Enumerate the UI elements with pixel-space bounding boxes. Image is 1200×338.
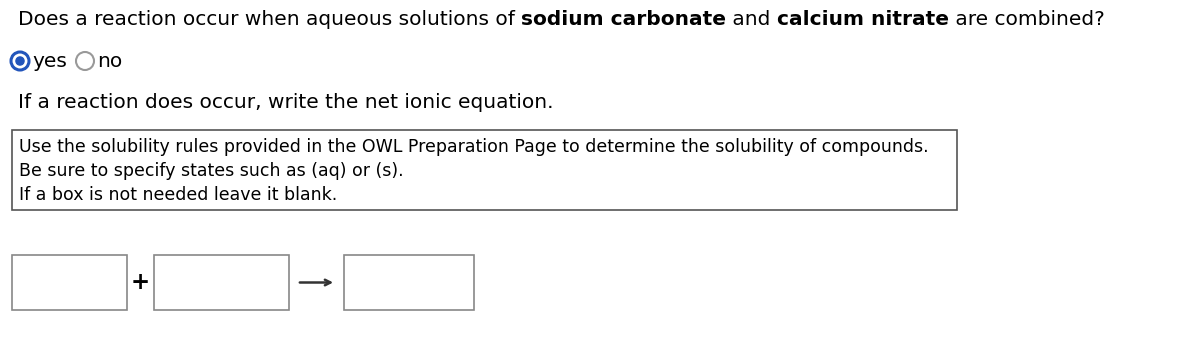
Text: If a reaction does occur, write the net ionic equation.: If a reaction does occur, write the net … bbox=[18, 93, 553, 112]
Text: yes: yes bbox=[32, 52, 67, 71]
Text: If a box is not needed leave it blank.: If a box is not needed leave it blank. bbox=[19, 186, 337, 204]
Text: are combined?: are combined? bbox=[949, 10, 1105, 29]
Ellipse shape bbox=[16, 57, 24, 65]
Text: +: + bbox=[131, 271, 150, 294]
Text: Does a reaction occur when aqueous solutions of: Does a reaction occur when aqueous solut… bbox=[18, 10, 521, 29]
FancyBboxPatch shape bbox=[12, 130, 958, 210]
FancyBboxPatch shape bbox=[344, 255, 474, 310]
FancyBboxPatch shape bbox=[154, 255, 289, 310]
Text: calcium nitrate: calcium nitrate bbox=[778, 10, 949, 29]
Text: Be sure to specify states such as (aq) or (s).: Be sure to specify states such as (aq) o… bbox=[19, 162, 403, 180]
Text: sodium carbonate: sodium carbonate bbox=[521, 10, 726, 29]
Text: Use the solubility rules provided in the OWL Preparation Page to determine the s: Use the solubility rules provided in the… bbox=[19, 138, 929, 156]
Text: and: and bbox=[726, 10, 778, 29]
FancyBboxPatch shape bbox=[12, 255, 127, 310]
Text: no: no bbox=[97, 52, 122, 71]
